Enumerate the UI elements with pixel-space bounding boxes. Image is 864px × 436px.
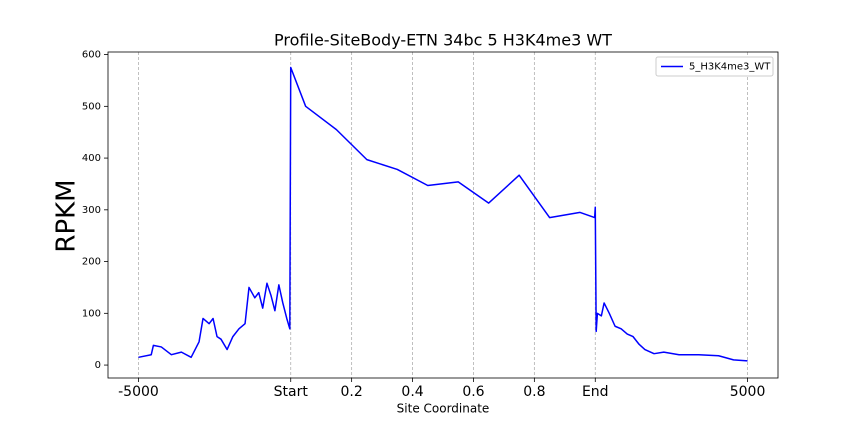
x-tick-label: 5000 [730,384,766,400]
x-tick-label: Start [274,384,309,400]
y-tick-label: 600 [82,50,101,61]
y-tick-label: 200 [82,257,101,268]
y-tick-label: 100 [82,308,101,319]
y-tick-label: 300 [82,205,101,216]
y-axis-label: RPKM [52,179,82,252]
x-tick-label: 0.6 [462,384,484,400]
x-tick-label: 0.4 [401,384,423,400]
x-tick-label: End [582,384,609,400]
data-line [138,66,748,362]
y-tick-label: 400 [82,153,101,164]
chart-title: Profile-SiteBody-ETN 34bc 5 H3K4me3 WT [274,31,612,50]
x-axis-label: Site Coordinate [397,402,490,416]
y-tick-label: 500 [82,101,101,112]
legend-box [655,56,774,77]
x-tick-label: -5000 [118,384,159,400]
legend-label: 5_H3K4me3_WT [689,62,771,73]
y-tick-label: 0 [95,360,101,371]
x-tick-label: 0.8 [523,384,545,400]
x-tick-label: 0.2 [341,384,363,400]
plot-frame [107,51,779,379]
